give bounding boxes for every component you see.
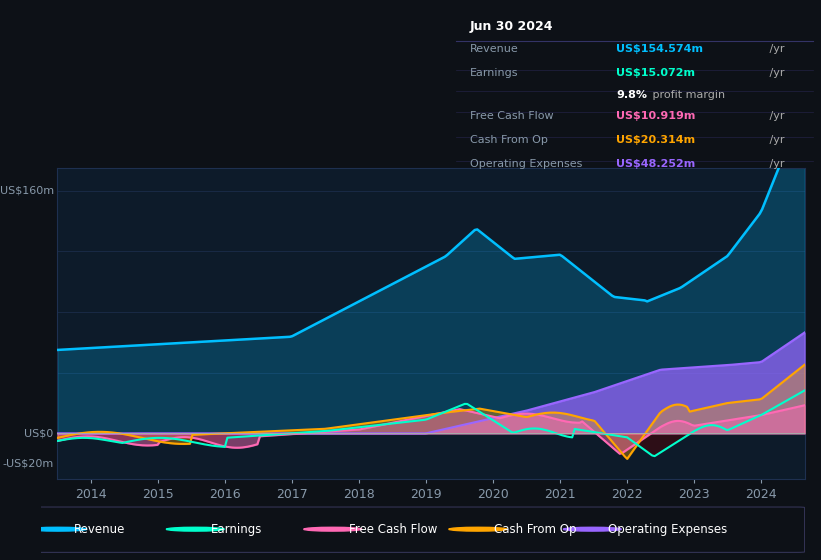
Circle shape: [167, 528, 224, 531]
Text: US$48.252m: US$48.252m: [617, 160, 695, 170]
Text: US$15.072m: US$15.072m: [617, 68, 695, 78]
Text: /yr: /yr: [766, 135, 785, 145]
Text: Free Cash Flow: Free Cash Flow: [349, 522, 437, 536]
Text: Cash From Op: Cash From Op: [470, 135, 548, 145]
Text: Free Cash Flow: Free Cash Flow: [470, 111, 553, 121]
Text: /yr: /yr: [766, 44, 785, 54]
Text: Earnings: Earnings: [211, 522, 263, 536]
Text: -US$20m: -US$20m: [2, 459, 53, 469]
Text: Revenue: Revenue: [74, 522, 126, 536]
Text: US$10.919m: US$10.919m: [617, 111, 695, 121]
Text: profit margin: profit margin: [649, 90, 725, 100]
Text: Operating Expenses: Operating Expenses: [470, 160, 582, 170]
Text: Jun 30 2024: Jun 30 2024: [470, 20, 553, 33]
Circle shape: [563, 528, 621, 531]
Circle shape: [304, 528, 362, 531]
Text: US$160m: US$160m: [0, 186, 53, 196]
Text: /yr: /yr: [766, 160, 785, 170]
Text: Earnings: Earnings: [470, 68, 518, 78]
Text: Operating Expenses: Operating Expenses: [608, 522, 727, 536]
Text: Cash From Op: Cash From Op: [493, 522, 576, 536]
Text: 9.8%: 9.8%: [617, 90, 648, 100]
Text: US$154.574m: US$154.574m: [617, 44, 704, 54]
Text: /yr: /yr: [766, 111, 785, 121]
Circle shape: [29, 528, 87, 531]
Text: US$0: US$0: [25, 428, 53, 438]
Text: Revenue: Revenue: [470, 44, 519, 54]
Circle shape: [449, 528, 507, 531]
Text: US$20.314m: US$20.314m: [617, 135, 695, 145]
Text: /yr: /yr: [766, 68, 785, 78]
